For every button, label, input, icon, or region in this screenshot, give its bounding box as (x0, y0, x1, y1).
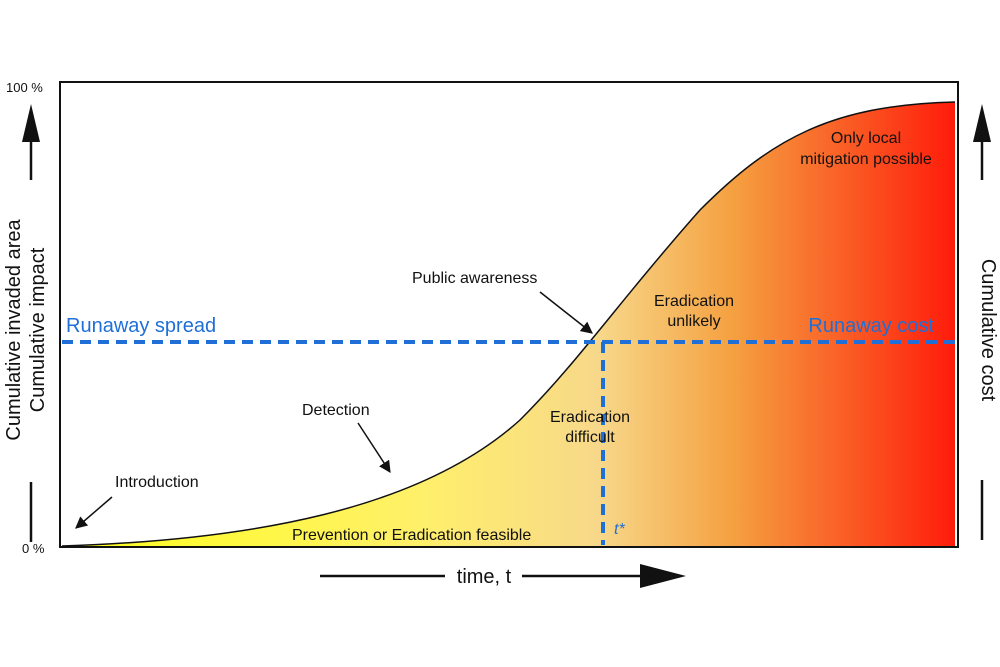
introduction-label: Introduction (115, 474, 199, 491)
y-axis-top-label: 100 % (6, 80, 43, 95)
public-awareness-label: Public awareness (412, 270, 537, 287)
right-axis-label: Cumulative cost (977, 259, 999, 402)
eradication-unlikely-line1: Eradication (654, 293, 734, 310)
t-star-label: t* (614, 521, 625, 538)
eradication-difficult-line2: difficult (565, 429, 615, 446)
x-axis-label: time, t (457, 566, 512, 588)
eradication-difficult-line1: Eradication (550, 409, 630, 426)
plot-frame (59, 81, 959, 548)
left-axis-label-line2: Cumulative impact (27, 247, 49, 412)
invasion-area-fill (62, 102, 955, 546)
runaway-cost-label: Runaway cost (808, 315, 934, 337)
invasion-curve (61, 101, 956, 547)
only-local-line1: Only local (831, 130, 901, 147)
introduction-arrow (75, 496, 113, 529)
left-axis-arrowhead (22, 104, 40, 142)
runaway-spread-label: Runaway spread (66, 315, 216, 337)
prevention-label: Prevention or Eradication feasible (292, 527, 531, 544)
left-axis-label-line1: Cumulative invaded area (3, 219, 25, 441)
detection-arrow (357, 422, 391, 474)
detection-label: Detection (302, 402, 370, 419)
eradication-unlikely-line2: unlikely (667, 313, 720, 330)
only-local-line2: mitigation possible (800, 151, 932, 168)
public-awareness-arrow (539, 291, 593, 334)
time-arrowhead (640, 564, 686, 588)
y-axis-bottom-label: 0 % (22, 541, 45, 556)
right-axis-arrowhead (973, 104, 991, 142)
